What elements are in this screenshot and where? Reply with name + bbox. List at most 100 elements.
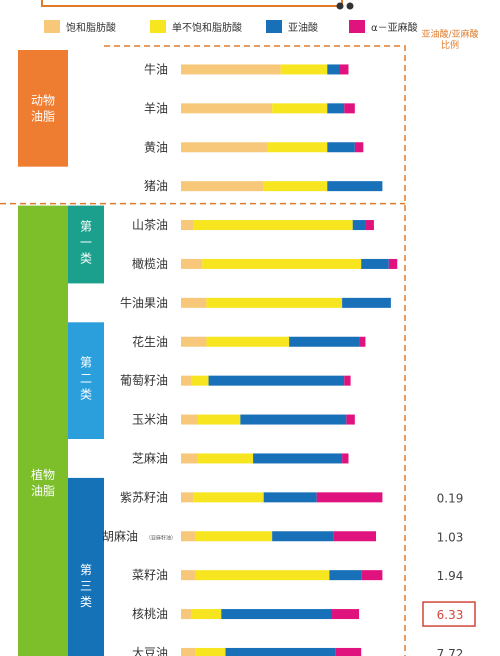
bar-segment-linolenic [335,647,362,656]
bar-segment-linoleic [221,609,332,620]
bar-segment-monounsaturated [197,414,241,425]
bar-segment-linoleic [263,492,317,503]
bar-segment-linoleic [272,531,334,542]
bar-row: 黄油 [144,140,364,154]
bar-row: 胡麻油 （亚麻籽油） [102,528,377,543]
bar-row: 芝麻油 [132,450,349,465]
bar-segment-monounsaturated [206,336,290,347]
bar-row: 牛油 [144,61,349,76]
subgroup-label: 第 [80,356,92,370]
bar-segment-monounsaturated [195,570,330,581]
bar-row: 葡萄籽油 [120,374,351,388]
category-label: 羊油 [144,100,168,115]
bar-row: 猪油 [144,179,383,193]
bar-segment-linolenic [316,492,383,503]
legend-label: 亚油酸 [288,21,318,34]
top-bracket [41,0,343,7]
bar-segment-saturated [181,492,194,503]
ratio-value: 1.03 [437,530,464,544]
bar-segment-monounsaturated [263,181,328,192]
ratio-header-line: 比例 [441,39,459,51]
ratio-value: 1.94 [437,569,464,583]
bar-segment-saturated [181,181,264,192]
legend-swatch [266,20,282,33]
legend-swatch [150,20,166,33]
group-band-animal [18,50,68,167]
bar-segment-saturated [181,336,207,347]
bar-segment-linoleic [208,375,345,386]
category-label: 葡萄籽油 [120,374,168,388]
group-label: 植物 [31,467,55,482]
bar-row: 山茶油 [132,217,374,232]
legend-item: 饱和脂肪酸 [44,20,116,34]
bar-segment-saturated [181,103,273,114]
bar-segment-saturated [181,258,203,269]
top-dot [346,2,354,10]
bar-segment-saturated [181,297,207,308]
ratio-highlight-box [422,601,476,627]
bar-segment-linoleic [240,414,347,425]
subgroup-label: 三 [80,579,92,593]
category-label: 核桃油 [132,606,168,621]
category-label: 橄榄油 [132,256,168,271]
bar-segment-linolenic [388,258,398,269]
category-label: 芝麻油 [132,450,168,465]
subgroup-band-sub2 [68,322,104,439]
bar-segment-linolenic [331,609,360,620]
bar-segment-monounsaturated [191,375,209,386]
group-label: 油脂 [31,108,55,123]
bar-segment-linoleic [225,647,336,656]
bar-segment-monounsaturated [193,492,264,503]
bar-segment-linoleic [327,142,355,153]
category-label: 牛油 [144,61,168,76]
bar-segment-monounsaturated [206,297,343,308]
dashed-frame [0,45,406,656]
bar-segment-saturated [181,375,192,386]
bar-segment-monounsaturated [195,647,226,656]
bar-segment-linolenic [365,220,374,231]
bar-segment-linoleic [289,336,360,347]
subgroup-label: 一 [80,236,92,250]
bar-segment-saturated [181,453,198,464]
bar-row: 羊油 [144,100,355,115]
legend: 饱和脂肪酸 单不饱和脂肪酸 亚油酸 α－亚麻酸 [44,20,418,34]
group-band-plant [18,205,68,656]
category-label: 牛油果油 [120,295,168,310]
bar-segment-linolenic [344,375,351,386]
bar-segment-linolenic [340,64,349,75]
bar-segment-linoleic [327,103,345,114]
subgroup-label: 类 [80,388,92,402]
subgroup-label: 二 [80,372,92,386]
category-label: 紫苏籽油 [120,490,168,504]
group-label: 动物 [31,93,55,107]
legend-label: α－亚麻酸 [371,21,418,34]
subgroup-band-sub1 [68,205,104,284]
bar-segment-saturated [181,142,268,153]
legend-swatch [349,20,365,33]
bar-segment-linolenic [354,142,364,153]
bar-segment-saturated [181,647,196,656]
animal-fat-dashed-frame [0,45,406,656]
bar-segment-saturated [181,220,194,231]
category-label: 黄油 [144,140,168,154]
bar-segment-saturated [181,414,198,425]
category-label: 猪油 [144,179,168,193]
bar-row: 大豆油 [132,646,362,656]
bar-row: 橄榄油 [132,256,398,271]
subgroup-label: 第 [80,220,92,234]
top-decoration [41,0,354,10]
bar-segment-linolenic [344,103,355,114]
bar-segment-linolenic [333,531,377,542]
bar-segment-saturated [181,531,196,542]
bar-segment-monounsaturated [193,220,353,231]
bar-segment-monounsaturated [197,453,254,464]
ratio-value: 7.72 [437,647,464,656]
subgroup-band-sub3 [68,477,104,656]
bar-segment-monounsaturated [267,142,328,153]
bar-segment-saturated [181,570,196,581]
ratio-column: 0.19 1.03 1.94 6.33 7.72 [422,491,476,656]
bar-row: 菜籽油 [132,568,383,582]
